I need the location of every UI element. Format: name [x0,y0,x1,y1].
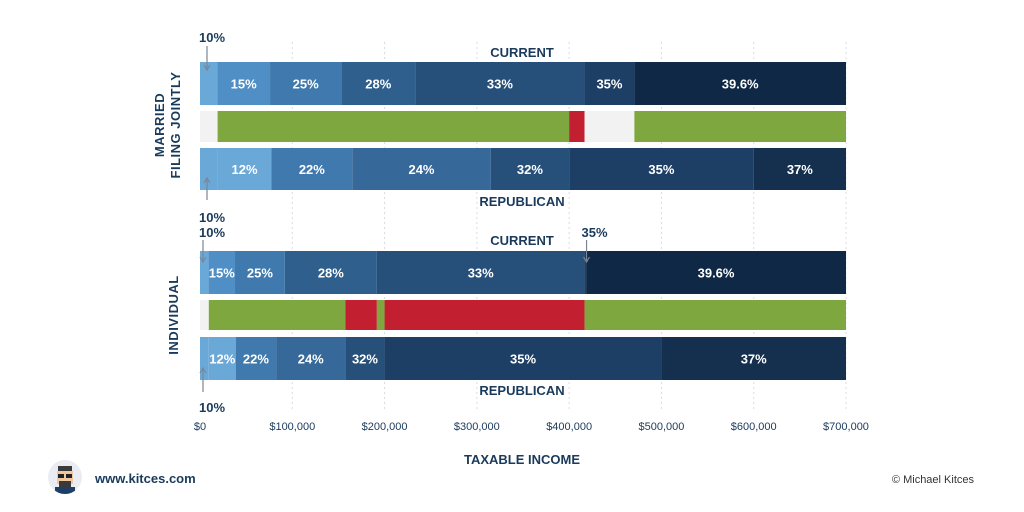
current-bracket-label: 25% [247,266,273,281]
change-bar-none [584,111,635,142]
change-bar-decrease [208,300,346,330]
group-label-line: MARRIED [152,93,167,157]
arrow-head [199,256,207,264]
arrow-head [203,176,211,184]
x-axis-title: TAXABLE INCOME [464,452,580,467]
change-bar-decrease [584,300,846,330]
copyright-text: © Michael Kitces [891,474,974,486]
arrow-head [583,256,591,264]
current-bracket-label: 28% [318,266,344,281]
republican-bracket-label: 35% [510,352,536,367]
republican-bracket-label: 32% [517,162,543,177]
current-bracket-bar [584,251,587,294]
current-bracket-label: 39.6% [722,77,759,92]
arrow-head [199,366,207,374]
current-first-bracket-label: 10% [199,30,225,45]
republican-bracket-bar [276,337,346,380]
current-bracket-label: 25% [293,77,319,92]
republican-bracket-bar [217,148,272,190]
x-tick-label: $100,000 [269,421,315,433]
republican-bracket-bar [200,337,209,380]
republican-bracket-bar [569,148,754,190]
republican-bracket-label: 22% [299,162,325,177]
current-bracket-label: 15% [209,266,235,281]
current-bracket-label: 33% [468,266,494,281]
current-first-bracket-label: 10% [199,225,225,240]
change-bar-increase [384,300,585,330]
group-label: MARRIEDFILING JOINTLY [152,72,183,179]
republican-bracket-bar [661,337,846,380]
republican-bracket-label: 32% [352,352,378,367]
current-35-bracket-label: 35% [582,225,608,240]
republican-bracket-bar [271,148,353,190]
current-bracket-bar [200,251,209,294]
change-bar-decrease [634,111,846,142]
current-bracket-bar [217,62,271,105]
republican-bracket-bar [345,337,385,380]
current-bracket-bar [284,251,377,294]
group-label-line: FILING JOINTLY [168,72,183,179]
republican-bracket-label: 12% [209,352,235,367]
republican-bracket-label: 24% [408,162,434,177]
current-bracket-bar [584,62,635,105]
current-row-title: CURRENT [490,45,554,60]
avatar-icon [55,466,75,494]
republican-bracket-label: 22% [243,352,269,367]
current-row-title: CURRENT [490,233,554,248]
republican-bracket-label: 12% [231,162,257,177]
republican-bracket-bar [384,337,662,380]
republican-bracket-bar [352,148,491,190]
arrow-head [203,64,211,72]
republican-bracket-label: 37% [741,352,767,367]
republican-bracket-bar [753,148,846,190]
kitces-avatar-logo [48,460,82,494]
x-tick-label: $200,000 [362,421,408,433]
change-bar-decrease [217,111,570,142]
x-tick-label: $500,000 [638,421,684,433]
republican-bracket-label: 35% [648,162,674,177]
change-bar-increase [345,300,377,330]
current-bracket-bar [270,62,342,105]
current-bracket-label: 15% [231,77,257,92]
change-bar-decrease [376,300,385,330]
current-bracket-bar [208,251,236,294]
change-bar-none [200,300,209,330]
x-tick-label: $600,000 [731,421,777,433]
republican-bracket-bar [490,148,570,190]
change-bar-none [200,111,218,142]
republican-row-title: REPUBLICAN [479,383,564,398]
kitces-website-link[interactable]: www.kitces.com [95,471,196,486]
republican-row-title: REPUBLICAN [479,194,564,209]
group-label: INDIVIDUAL [166,275,181,354]
republican-first-bracket-label: 10% [199,210,225,225]
republican-bracket-label: 37% [787,162,813,177]
current-bracket-label: 33% [487,77,513,92]
current-bracket-bar [341,62,416,105]
republican-bracket-bar [208,337,236,380]
x-tick-label: $700,000 [823,421,869,433]
current-bracket-bar [200,62,218,105]
current-bracket-label: 35% [596,77,622,92]
republican-bracket-label: 24% [298,352,324,367]
republican-bracket-bar [200,148,218,190]
current-bracket-label: 39.6% [698,266,735,281]
current-bracket-label: 28% [365,77,391,92]
x-tick-label: $0 [194,421,206,433]
current-bracket-bar [586,251,846,294]
current-bracket-bar [415,62,585,105]
current-bracket-bar [235,251,285,294]
republican-bracket-bar [235,337,277,380]
change-bar-increase [569,111,585,142]
current-bracket-bar [634,62,846,105]
republican-first-bracket-label: 10% [199,400,225,415]
x-tick-label: $300,000 [454,421,500,433]
current-bracket-bar [376,251,585,294]
x-tick-label: $400,000 [546,421,592,433]
